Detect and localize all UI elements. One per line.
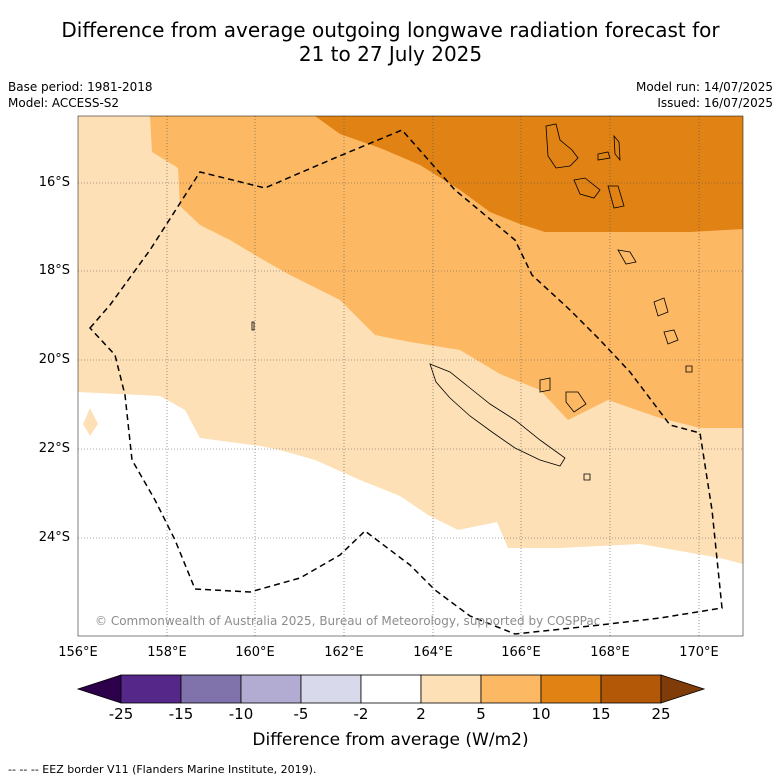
- eez-border: [88, 129, 723, 635]
- lat-label: 18°S: [38, 263, 70, 278]
- colorbar-bin: [120, 674, 182, 704]
- colorbar-extend-high: [660, 674, 706, 704]
- island-loyalty-2: [565, 391, 587, 413]
- colorbar-tick: 25: [651, 705, 671, 723]
- lon-label: 160°E: [235, 645, 275, 660]
- colorbar-extend-low: [76, 674, 122, 704]
- lat-label: 22°S: [38, 441, 70, 456]
- colorbar-tick: -5: [293, 705, 309, 723]
- lon-label: 166°E: [501, 645, 541, 660]
- lon-label: 162°E: [324, 645, 364, 660]
- band-patch: [83, 408, 98, 436]
- island-north-1: [545, 123, 579, 169]
- model-run: Model run: 14/07/2025: [635, 80, 773, 94]
- island-south: [583, 473, 591, 481]
- island-north-3: [613, 134, 621, 162]
- colorbar-bin: [300, 674, 362, 704]
- colorbar-tick: -25: [108, 705, 134, 723]
- title-line-1: Difference from average outgoing longwav…: [61, 18, 720, 42]
- title-line-2: 21 to 27 July 2025: [298, 42, 483, 66]
- coastlines: [251, 123, 693, 481]
- island-north-4: [573, 177, 601, 199]
- colorbar-bin: [480, 674, 542, 704]
- map-area: [78, 116, 743, 636]
- colorbar-bin: [240, 674, 302, 704]
- eez-footnote: -- -- -- EEZ border V11 (Flanders Marine…: [8, 763, 317, 776]
- colorbar-tick: 10: [531, 705, 551, 723]
- colorbar-tick: -15: [168, 705, 194, 723]
- colorbar-bin: [600, 674, 662, 704]
- lat-label: 24°S: [38, 530, 70, 545]
- colorbar-tick: -2: [353, 705, 369, 723]
- colorbar-bin: [540, 674, 602, 704]
- lon-label: 156°E: [58, 645, 98, 660]
- island-north-5: [607, 185, 625, 209]
- colorbar: [76, 674, 706, 704]
- new-caledonia-coast: [429, 363, 566, 467]
- colorbar-tick: -10: [228, 705, 254, 723]
- band-10-to-15: [315, 116, 743, 232]
- issued-date: Issued: 16/07/2025: [657, 96, 773, 110]
- base-period: Base period: 1981-2018: [8, 80, 153, 94]
- island-loyalty-1: [539, 377, 551, 393]
- lon-label: 158°E: [147, 645, 187, 660]
- lat-label: 20°S: [38, 352, 70, 367]
- lon-label: 170°E: [679, 645, 719, 660]
- island-east-3: [685, 365, 693, 373]
- islet-west: [251, 321, 255, 331]
- model-name: Model: ACCESS-S2: [8, 96, 120, 110]
- meta-left: Base period: 1981-2018 Model: ACCESS-S2: [8, 79, 153, 111]
- map-frame: [77, 115, 744, 637]
- lon-label: 168°E: [590, 645, 630, 660]
- meta-right: Model run: 14/07/2025 Issued: 16/07/2025: [636, 79, 773, 111]
- colorbar-label: Difference from average (W/m2): [252, 730, 529, 750]
- colorbar-bin: [420, 674, 482, 704]
- island-north-2: [597, 151, 611, 161]
- colorbar-tick: 2: [416, 705, 426, 723]
- island-north-6: [617, 249, 637, 265]
- colorbar-bin: [360, 674, 422, 704]
- colorbar-tick: 15: [591, 705, 611, 723]
- lon-label: 164°E: [413, 645, 453, 660]
- island-east-1: [653, 297, 669, 317]
- copyright-credit: © Commonwealth of Australia 2025, Bureau…: [95, 614, 601, 628]
- island-east-2: [663, 329, 679, 345]
- lat-label: 16°S: [38, 175, 70, 190]
- colorbar-bin: [180, 674, 242, 704]
- chart-title: Difference from average outgoing longwav…: [0, 18, 781, 66]
- colorbar-tick: 5: [476, 705, 486, 723]
